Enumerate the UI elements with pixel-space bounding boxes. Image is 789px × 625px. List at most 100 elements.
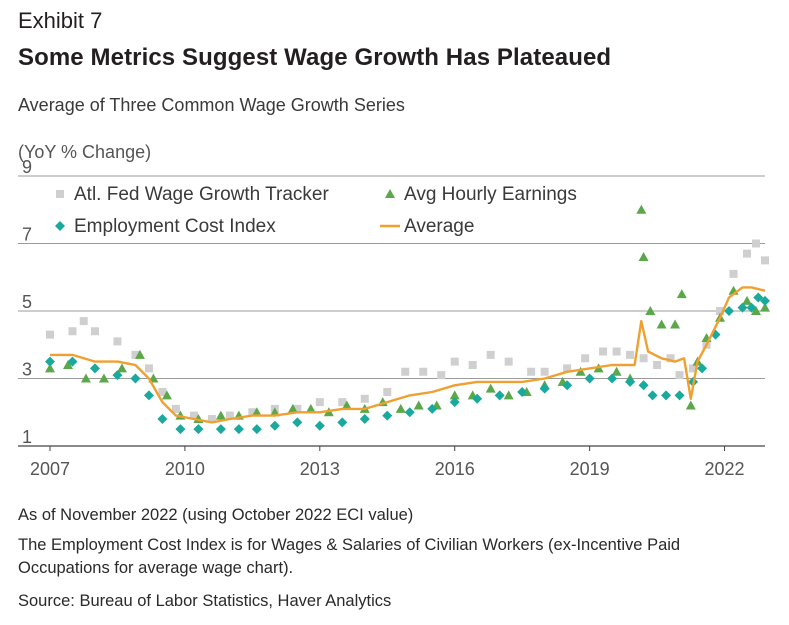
eci-point <box>215 424 226 435</box>
ahe-point <box>395 403 406 413</box>
eci-point <box>746 302 757 313</box>
legend-eci-swatch <box>55 221 65 231</box>
eci-point <box>251 424 262 435</box>
atl-point <box>131 350 140 359</box>
atl-point <box>612 347 621 356</box>
atl-point <box>68 327 77 336</box>
atl-point <box>79 317 88 326</box>
eci-point <box>45 356 55 367</box>
ahe-point <box>656 319 667 329</box>
eci-point <box>193 424 204 435</box>
ahe-point <box>676 289 687 299</box>
atl-point <box>675 371 684 380</box>
ahe-point <box>161 390 172 400</box>
legend-ahe-swatch <box>385 189 395 198</box>
source-note: Source: Bureau of Labor Statistics, Have… <box>18 592 392 610</box>
eci-point <box>625 376 636 387</box>
atl-point <box>248 408 257 417</box>
ahe-point <box>413 400 424 410</box>
gridlines <box>18 175 765 447</box>
eci-point <box>67 356 78 367</box>
eci-point <box>724 306 735 316</box>
atl-point <box>360 394 369 403</box>
atl-point <box>563 364 572 373</box>
ahe-point <box>251 407 262 417</box>
eci-point <box>472 393 483 404</box>
eci-point <box>517 387 528 397</box>
eci-point <box>89 363 100 374</box>
x-tick-label: 2019 <box>570 459 610 479</box>
ahe-point <box>215 410 226 420</box>
eci-point <box>760 295 770 306</box>
ahe-point <box>742 295 753 305</box>
atl-point <box>401 367 410 376</box>
atl-point <box>504 357 513 366</box>
average-line <box>50 286 766 424</box>
eci-point <box>697 363 708 374</box>
ahe-point <box>645 306 656 315</box>
atl-point <box>716 307 725 315</box>
ahe-point <box>287 403 298 413</box>
eci-point <box>175 424 186 435</box>
y-tick-label: 9 <box>22 160 32 177</box>
y-tick-label: 7 <box>22 225 32 245</box>
atl-point <box>207 415 216 423</box>
x-tick-label: 2016 <box>435 459 475 479</box>
eci-point <box>737 302 748 313</box>
atl-point <box>189 411 198 420</box>
eci-point <box>314 420 325 431</box>
x-tick-label: 2022 <box>705 459 745 479</box>
eci-point <box>647 390 658 401</box>
as-of-note: As of November 2022 (using October 2022 … <box>18 506 414 524</box>
atl-point <box>225 411 234 420</box>
eci-point <box>382 410 393 421</box>
eci-point <box>661 390 672 401</box>
eci-point <box>269 420 280 431</box>
eci-point <box>157 414 168 424</box>
eci-point <box>359 414 370 424</box>
x-tick-label: 2007 <box>30 459 70 479</box>
ahe-point <box>611 366 622 376</box>
atl-point <box>540 367 549 376</box>
ahe-point <box>98 373 109 383</box>
eci-point <box>494 390 505 401</box>
atl-point <box>653 361 662 369</box>
atl-point <box>639 354 648 363</box>
atl-point <box>338 398 347 407</box>
ahe-point <box>269 407 280 417</box>
atl-point <box>158 388 167 396</box>
eci-point <box>112 370 123 381</box>
atl-point <box>689 364 698 373</box>
eci-point <box>449 397 460 408</box>
eci-point <box>337 417 348 428</box>
x-tick-label: 2010 <box>165 459 205 479</box>
eci-point <box>130 373 141 384</box>
ahe-point <box>685 400 696 410</box>
ahe-point <box>485 383 496 393</box>
y-axis-ticks: 1 3 5 7 9 <box>22 160 32 447</box>
atl-point <box>437 371 446 380</box>
atl-point <box>581 354 590 363</box>
eci-point <box>427 403 438 414</box>
eci-point <box>233 424 244 435</box>
atl-point <box>293 404 302 413</box>
ahe-point <box>116 363 127 373</box>
atl-point <box>46 330 54 339</box>
ahe-point <box>503 390 514 400</box>
atl-point <box>450 357 459 366</box>
eci-note: The Employment Cost Index is for Wages &… <box>18 536 681 577</box>
y-unit-label: (YoY % Change) <box>18 142 152 162</box>
eci-point <box>638 380 649 391</box>
atl-point <box>171 404 180 413</box>
chart-area: 1 3 5 7 9 2007 2010 2013 2016 2019 2022 Atl. Fed … <box>18 160 770 479</box>
atl-point <box>383 388 392 396</box>
atl-point <box>419 367 428 376</box>
ahe-point <box>449 390 460 400</box>
atl-point <box>90 327 99 336</box>
series <box>45 204 770 435</box>
chart-title: Some Metrics Suggest Wage Growth Has Pla… <box>18 44 612 71</box>
eci-point <box>562 380 573 391</box>
atl-point <box>599 347 608 356</box>
ahe-point <box>45 363 55 373</box>
ahe-point <box>636 204 647 214</box>
